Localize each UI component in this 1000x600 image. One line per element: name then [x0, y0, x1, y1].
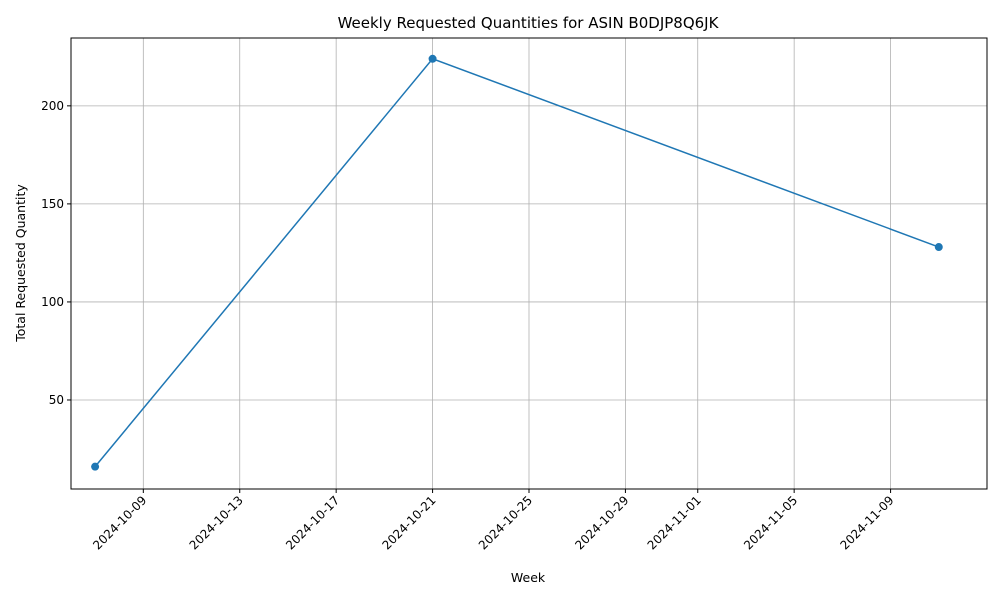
x-tick-label: 2024-10-13 [187, 493, 246, 552]
x-tick-label: 2024-11-01 [645, 493, 704, 552]
y-axis-label: Total Requested Quantity [13, 184, 28, 343]
series-line [94, 57, 940, 468]
y-tick-label: 200 [41, 99, 64, 113]
y-tick-label: 50 [49, 393, 64, 407]
x-tick-label: 2024-10-25 [476, 493, 535, 552]
data-point [91, 462, 100, 471]
data-point [428, 54, 437, 63]
x-tick-label: 2024-10-21 [379, 493, 438, 552]
axes-layer [67, 37, 988, 493]
x-tick-label: 2024-10-09 [90, 493, 149, 552]
y-tick-label: 150 [41, 197, 64, 211]
x-tick-label: 2024-10-29 [572, 493, 631, 552]
x-tick-label: 2024-11-05 [741, 493, 800, 552]
data-layer [91, 54, 943, 471]
grid-layer [71, 38, 987, 489]
x-axis-label: Week [511, 570, 546, 585]
x-tick-label: 2024-11-09 [837, 493, 896, 552]
y-tick-labels: 50 100 150 200 [41, 99, 64, 407]
data-point [934, 243, 943, 252]
y-tick-label: 100 [41, 295, 64, 309]
chart-title: Weekly Requested Quantities for ASIN B0D… [338, 14, 720, 32]
x-tick-label: 2024-10-17 [283, 493, 342, 552]
x-tick-labels: 2024-10-09 2024-10-13 2024-10-17 2024-10-21… [90, 493, 896, 552]
